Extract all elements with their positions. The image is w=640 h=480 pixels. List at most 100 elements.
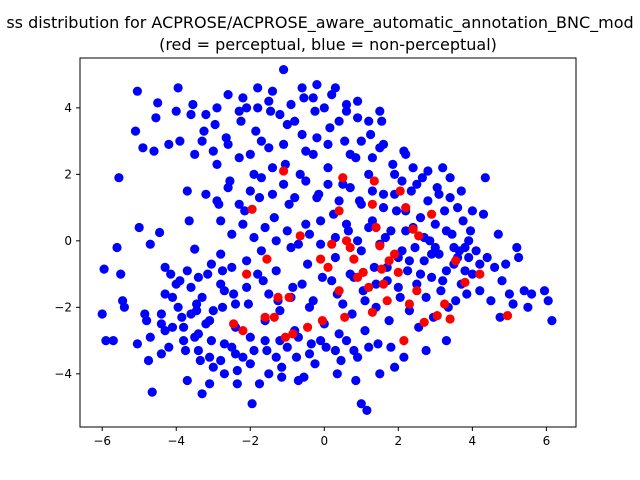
scatter-point-1-26 (371, 222, 381, 233)
scatter-point-0-323 (312, 193, 322, 203)
scatter-point-0-173 (417, 173, 427, 183)
y-tick-label-0: −4 (54, 367, 72, 381)
scatter-point-0-277 (227, 342, 237, 352)
scatter-point-0-329 (378, 203, 389, 213)
scatter-point-0-218 (527, 289, 537, 299)
scatter-point-0-302 (353, 236, 363, 246)
scatter-point-0-234 (312, 133, 322, 143)
scatter-point-0-289 (364, 342, 374, 352)
scatter-point-0-292 (238, 219, 248, 229)
scatter-point-0-222 (175, 136, 185, 146)
scatter-point-0-248 (467, 206, 477, 216)
scatter-point-0-255 (253, 269, 263, 279)
scatter-point-0-357 (193, 272, 203, 282)
scatter-point-0-174 (419, 256, 429, 266)
scatter-point-0-349 (190, 332, 200, 342)
scatter-point-0-220 (543, 296, 553, 306)
scatter-point-1-18 (341, 236, 352, 246)
scatter-point-0-209 (495, 312, 505, 322)
scatter-point-0-88 (264, 369, 274, 379)
scatter-point-0-99 (282, 119, 292, 130)
scatter-point-0-288 (353, 352, 363, 362)
scatter-point-0-12 (134, 222, 144, 233)
scatter-point-1-1 (262, 254, 272, 264)
scatter-point-0-261 (327, 276, 337, 286)
scatter-point-1-16 (334, 206, 344, 216)
scatter-point-0-348 (179, 322, 189, 332)
scatter-point-0-112 (306, 339, 316, 349)
scatter-point-0-351 (160, 289, 170, 299)
scatter-point-0-314 (212, 196, 222, 206)
scatter-point-1-22 (334, 286, 344, 296)
scatter-point-0-15 (142, 316, 152, 326)
scatter-point-0-227 (234, 106, 244, 116)
scatter-point-1-38 (412, 286, 422, 296)
scatter-point-0-153 (380, 232, 390, 243)
scatter-point-0-225 (212, 159, 222, 169)
scatter-point-0-219 (539, 286, 550, 296)
x-tick-label-1: −4 (167, 434, 185, 448)
scatter-point-0-40 (188, 99, 198, 110)
scatter-point-0-221 (547, 316, 557, 326)
scatter-point-0-339 (319, 103, 329, 113)
scatter-point-1-24 (367, 199, 377, 209)
scatter-point-0-367 (232, 365, 242, 376)
scatter-point-1-32 (390, 249, 400, 259)
scatter-point-0-36 (182, 375, 192, 386)
scatter-point-0-121 (323, 163, 333, 173)
scatter-point-1-35 (401, 203, 411, 213)
scatter-point-0-191 (451, 296, 461, 306)
scatter-point-0-155 (384, 316, 394, 326)
scatter-point-0-84 (256, 246, 266, 256)
scatter-point-0-169 (410, 242, 420, 253)
scatter-point-0-299 (316, 216, 326, 226)
scatter-point-0-38 (184, 216, 194, 226)
scatter-point-0-186 (441, 266, 451, 276)
scatter-point-0-100 (284, 199, 294, 209)
scatter-point-1-10 (269, 312, 279, 322)
scatter-point-0-71 (234, 153, 244, 163)
scatter-point-0-322 (301, 176, 311, 186)
scatter-point-0-281 (271, 352, 281, 362)
scatter-point-0-55 (210, 119, 220, 130)
scatter-point-0-256 (264, 289, 274, 299)
scatter-point-0-321 (290, 193, 300, 203)
scatter-point-1-7 (238, 326, 248, 336)
scatter-point-0-334 (264, 96, 274, 106)
scatter-point-0-306 (397, 246, 407, 256)
scatter-point-0-70 (232, 379, 242, 389)
scatter-point-0-326 (345, 183, 355, 193)
scatter-point-0-202 (475, 286, 485, 296)
scatter-point-0-242 (401, 149, 411, 159)
scatter-point-0-176 (423, 196, 433, 206)
scatter-point-0-368 (254, 379, 265, 389)
scatter-point-0-298 (304, 229, 315, 239)
scatter-point-0-58 (216, 249, 226, 259)
scatter-point-0-102 (288, 282, 298, 292)
scatter-point-1-31 (384, 256, 394, 266)
scatter-point-0-196 (460, 242, 470, 253)
scatter-point-0-296 (282, 226, 292, 236)
scatter-point-0-237 (345, 149, 355, 159)
scatter-point-0-303 (364, 222, 374, 233)
scatter-point-0-128 (336, 355, 346, 366)
scatter-point-0-216 (519, 286, 529, 296)
scatter-point-0-229 (256, 136, 266, 146)
scatter-point-0-20 (151, 113, 161, 123)
y-tick-label-2: 0 (64, 234, 72, 248)
scatter-point-0-1 (101, 336, 111, 346)
scatter-point-0-205 (482, 252, 492, 263)
scatter-point-0-254 (242, 282, 252, 292)
scatter-point-0-16 (143, 355, 154, 366)
scatter-point-0-232 (290, 116, 300, 126)
scatter-point-0-230 (267, 163, 278, 173)
scatter-point-0-259 (297, 279, 307, 289)
scatter-point-0-135 (349, 345, 359, 356)
scatter-point-0-353 (186, 309, 196, 319)
scatter-point-0-178 (427, 272, 437, 282)
scatter-point-0-224 (201, 109, 211, 120)
scatter-point-0-145 (366, 129, 376, 140)
scatter-point-1-14 (323, 262, 333, 272)
scatter-point-0-34 (179, 336, 189, 346)
